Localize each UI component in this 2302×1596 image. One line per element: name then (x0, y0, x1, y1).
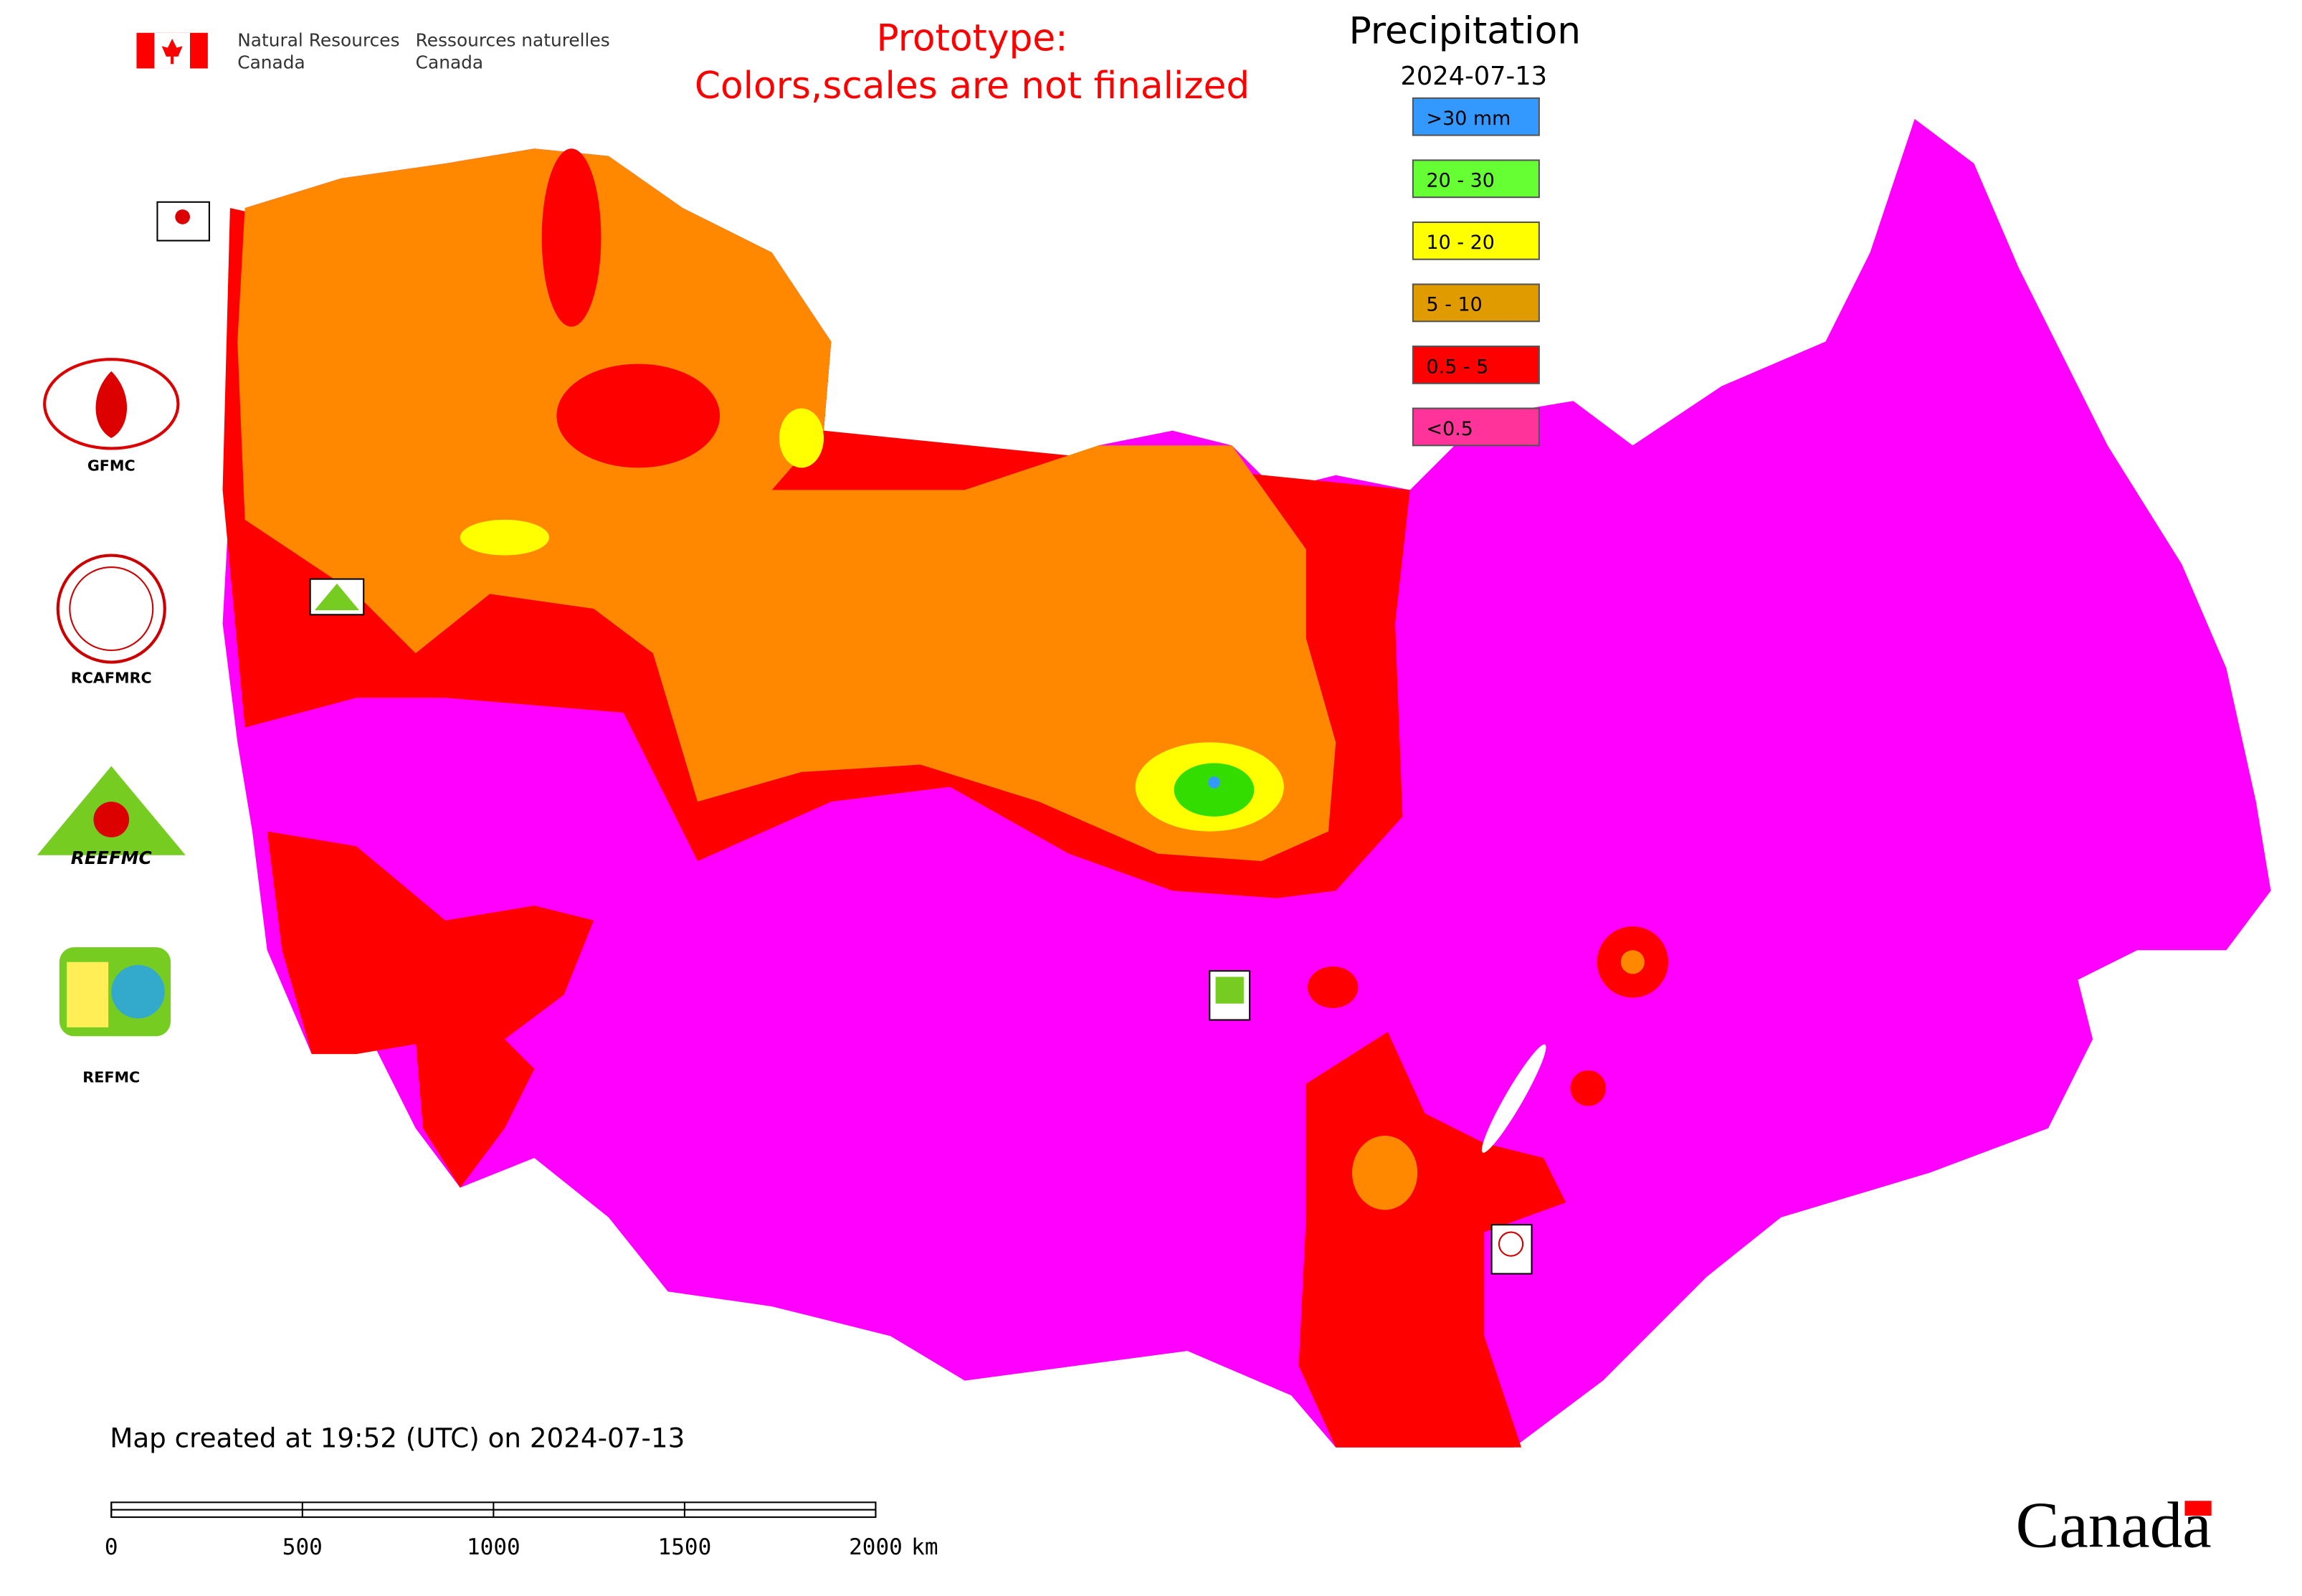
marker (1209, 970, 1251, 1021)
precip-zone (415, 1024, 535, 1188)
scale-label: 2000 (849, 1534, 903, 1560)
legend-swatch (1412, 221, 1540, 260)
precip-zone (556, 364, 720, 468)
flag (136, 32, 208, 69)
precip-zone (1208, 776, 1220, 789)
legend-label: >30 mm (1427, 108, 1511, 130)
precip-zone (1174, 763, 1255, 817)
legend-label: 10 - 20 (1427, 232, 1495, 254)
notice: Prototype: (876, 17, 1067, 60)
logo: REEFMC (37, 766, 186, 868)
legend-label: <0.5 (1427, 418, 1473, 440)
precip-zone (779, 408, 824, 468)
scale-unit: km (911, 1534, 938, 1560)
precip-zone (237, 148, 1336, 861)
map-footer: Map created at 19:52 (UTC) on 2024-07-13 (110, 1422, 685, 1454)
precip-zone (1352, 1135, 1418, 1210)
legend-swatch (1412, 283, 1540, 323)
precip-zone (1307, 966, 1359, 1008)
precip-zone (460, 519, 550, 556)
agency-name: Natural Resources (237, 29, 399, 50)
scale-label: 0 (105, 1534, 118, 1560)
logo: REFMC (59, 947, 171, 1086)
logo-label: RCAFMRC (71, 670, 152, 687)
scale-label: 500 (282, 1534, 323, 1560)
precip-zone (267, 831, 594, 1055)
wordmark: Canada (2016, 1488, 2212, 1561)
legend-label: 0.5 - 5 (1427, 356, 1489, 378)
scale-label: 1000 (467, 1534, 520, 1560)
precip-zone (1570, 1070, 1607, 1106)
legend-date: 2024-07-13 (1401, 62, 1548, 91)
logo-label: REEFMC (71, 847, 152, 868)
agency-name: Canada (416, 52, 483, 72)
logo: RCAFMRC (56, 554, 166, 687)
precip-zone (1620, 950, 1645, 974)
legend-swatch (1412, 97, 1540, 136)
legend-swatch (1412, 159, 1540, 199)
legend-swatch (1412, 407, 1540, 447)
legend-swatch (1412, 345, 1540, 384)
legend-title: Precipitation (1349, 9, 1581, 52)
marker (1490, 1224, 1533, 1275)
logo-label: GFMC (87, 457, 135, 475)
scale-bar: 0 500 1000 1500 2000 km (105, 1501, 938, 1560)
legend-label: 5 - 10 (1427, 294, 1483, 316)
wordmark-flag (2184, 1501, 2212, 1516)
marker (156, 201, 210, 242)
marker (309, 578, 365, 616)
scale-label: 1500 (658, 1534, 712, 1560)
notice: Colors,scales are not finalized (695, 65, 1250, 108)
agency-name: Canada (237, 52, 305, 72)
legend-label: 20 - 30 (1427, 170, 1495, 192)
lake (1481, 1044, 1546, 1153)
precip-zone (1298, 1032, 1566, 1448)
legend: >30 mm 20 - 30 10 - 20 5 - 10 0.5 - 5 <0.5 (1412, 97, 1540, 447)
logo-label: REFMC (82, 1068, 140, 1086)
agency-name: Ressources naturelles (416, 29, 610, 50)
logo: GFMC (43, 358, 180, 475)
precip-zone (541, 148, 601, 327)
